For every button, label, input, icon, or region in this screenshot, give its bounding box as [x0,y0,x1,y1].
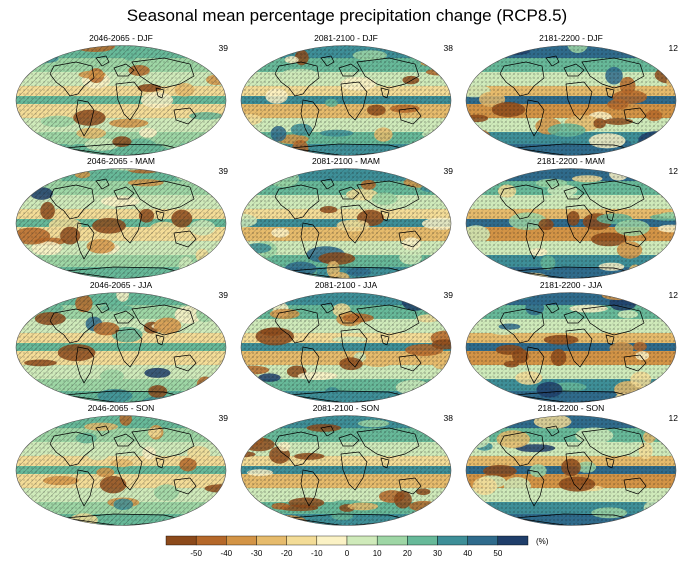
colorbar-tick-label: 0 [345,549,350,558]
colorbar-segment [407,535,438,546]
model-count: 39 [218,290,228,300]
model-count: 12 [668,43,678,53]
colorbar-tick-label: -10 [311,549,323,558]
colorbar-segment [467,535,499,546]
colorbar-segment [286,535,318,546]
panel-title: 2046-2065 - DJF [89,33,153,43]
model-count: 39 [218,166,228,176]
world-map [465,168,677,279]
panel-title: 2081-2100 - DJF [314,33,378,43]
map-panel: 2046-2065 - DJF 39 [12,33,230,158]
colorbar-tick-label: 30 [433,549,442,558]
world-map [465,292,677,403]
world-map [240,292,452,403]
colorbar-segment [226,535,257,546]
world-map [15,292,227,403]
model-count: 39 [218,43,228,53]
map-panel: 2181-2200 - JJA 12 [462,280,680,405]
colorbar-tick-label: -40 [221,549,233,558]
colorbar-tick-label: -50 [190,549,202,558]
map-panel: 2046-2065 - JJA 39 [12,280,230,405]
world-map [15,415,227,526]
map-panel: 2081-2100 - SON 38 [237,403,455,528]
map-panel: 2181-2200 - MAM 12 [462,156,680,281]
world-map [240,415,452,526]
model-count: 38 [443,43,453,53]
panel-title: 2081-2100 - MAM [311,156,381,166]
model-count: 38 [443,413,453,423]
colorbar-segment [195,535,227,546]
colorbar-tick-label: -30 [251,549,263,558]
colorbar-segment [165,535,197,546]
panel-title: 2081-2100 - SON [312,403,380,413]
map-panel: 2046-2065 - SON 39 [12,403,230,528]
colorbar-tick-label: 10 [373,549,382,558]
colorbar-tick-label: 50 [493,549,502,558]
colorbar-unit: (%) [536,537,549,546]
colorbar-segment [497,535,529,546]
panel-title: 2081-2100 - JJA [314,280,378,290]
colorbar-segment [376,535,408,546]
figure-title: Seasonal mean percentage precipitation c… [126,6,568,25]
map-panel: 2081-2100 - MAM 39 [237,156,455,281]
map-panel: 2046-2065 - MAM 39 [12,156,230,281]
map-panel: 2081-2100 - DJF 38 [237,33,455,158]
panel-title: 2181-2200 - JJA [539,280,603,290]
colorbar-segment [316,535,348,546]
panel-title: 2046-2065 - JJA [89,280,153,290]
panel-title: 2181-2200 - MAM [536,156,606,166]
colorbar-segment [346,535,378,546]
model-count: 39 [218,413,228,423]
colorbar-segment [256,535,287,546]
model-count: 12 [668,290,678,300]
model-count: 39 [443,290,453,300]
panel-title: 2046-2065 - MAM [86,156,156,166]
panel-title: 2181-2200 - SON [537,403,605,413]
world-map [465,45,677,156]
world-map [15,168,227,279]
model-count: 39 [443,166,453,176]
colorbar-tick-label: -20 [281,549,293,558]
map-panel: 2081-2100 - JJA 39 [237,280,455,405]
world-map [240,45,452,156]
world-map [465,415,677,526]
model-count: 12 [668,413,678,423]
colorbar-segment [437,535,468,546]
panel-title: 2046-2065 - SON [87,403,155,413]
colorbar-tick-label: 40 [463,549,472,558]
colorbar-tick-label: 20 [403,549,412,558]
world-map [240,168,452,279]
model-count: 12 [668,166,678,176]
map-panel: 2181-2200 - SON 12 [462,403,680,528]
world-map [15,45,227,156]
panel-title: 2181-2200 - DJF [539,33,603,43]
map-panel: 2181-2200 - DJF 12 [462,33,680,158]
